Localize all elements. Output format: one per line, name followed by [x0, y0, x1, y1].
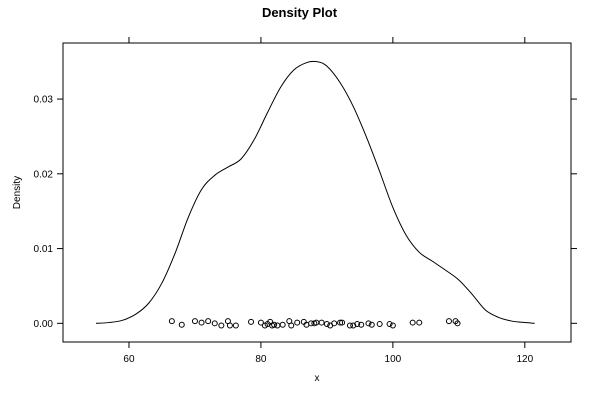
data-point	[416, 319, 423, 326]
data-point	[226, 322, 233, 329]
chart-title: Density Plot	[262, 5, 338, 20]
data-point	[274, 322, 281, 329]
data-point	[191, 318, 198, 325]
data-point	[323, 321, 330, 328]
data-point	[339, 319, 346, 326]
data-point	[205, 318, 212, 325]
data-point	[389, 322, 396, 329]
data-point	[232, 322, 239, 329]
data-point	[346, 322, 353, 329]
points-layer	[168, 318, 461, 329]
data-point	[178, 321, 185, 328]
y-tick-label: 0.03	[34, 95, 54, 106]
plot-frame	[62, 42, 572, 343]
data-point	[198, 319, 205, 326]
data-point	[257, 319, 264, 326]
data-point	[318, 319, 325, 326]
data-point	[248, 318, 255, 325]
ticks-layer: 60 80 100 120 0.00 0.01 0.02 0.03	[34, 37, 577, 365]
x-tick-label: 60	[123, 354, 135, 365]
data-point	[354, 321, 361, 328]
data-point	[358, 321, 365, 328]
data-point	[331, 320, 338, 327]
x-tick-label: 100	[385, 354, 402, 365]
y-tick-label: 0.00	[34, 319, 54, 330]
y-tick-label: 0.02	[34, 169, 54, 180]
data-point	[376, 321, 383, 328]
data-point	[218, 322, 225, 329]
data-point	[368, 321, 375, 328]
data-point	[271, 321, 278, 328]
data-point	[211, 320, 218, 327]
density-curve-line	[95, 60, 535, 324]
data-point	[294, 319, 301, 326]
data-point	[386, 321, 393, 328]
data-point	[350, 322, 357, 329]
data-point	[279, 321, 286, 328]
y-axis-label: Density	[12, 176, 23, 209]
y-tick-label: 0.01	[34, 244, 54, 255]
data-point	[288, 322, 295, 329]
x-tick-label: 80	[255, 354, 267, 365]
data-point	[168, 318, 175, 325]
data-point	[454, 320, 461, 327]
data-point	[409, 319, 416, 326]
x-tick-label: 120	[516, 354, 533, 365]
data-point	[445, 318, 452, 325]
x-axis-label: x	[315, 373, 320, 384]
data-point	[337, 319, 344, 326]
curve-layer	[95, 60, 535, 324]
data-point	[365, 320, 372, 327]
